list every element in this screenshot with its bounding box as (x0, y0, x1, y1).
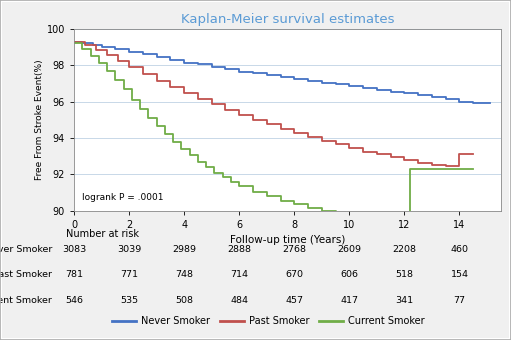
Past Smoker (154, 79, 160, 83)
Text: 2989: 2989 (172, 245, 196, 254)
Text: 714: 714 (230, 270, 248, 279)
Current Smoker (178, 140, 184, 144)
Y-axis label: Free From Stroke Event(%): Free From Stroke Event(%) (35, 59, 44, 180)
Text: Never Smoker: Never Smoker (0, 245, 52, 254)
Text: 3083: 3083 (62, 245, 86, 254)
Past Smoker (305, 135, 311, 139)
Text: Past Smoker: Past Smoker (0, 270, 52, 279)
Never Smoker (195, 61, 201, 65)
Line: Never Smoker: Never Smoker (74, 41, 490, 103)
Current Smoker (401, 221, 407, 225)
Past Smoker (71, 39, 77, 44)
Past Smoker (277, 127, 284, 131)
Text: 781: 781 (65, 270, 83, 279)
Past Smoker (470, 152, 476, 156)
Current Smoker (470, 167, 476, 171)
Text: 670: 670 (285, 270, 304, 279)
Text: 518: 518 (396, 270, 413, 279)
Title: Kaplan-Meier survival estimates: Kaplan-Meier survival estimates (181, 13, 394, 26)
Past Smoker (443, 164, 449, 168)
Past Smoker (140, 72, 146, 76)
Text: 2888: 2888 (227, 245, 251, 254)
Text: 77: 77 (453, 296, 466, 305)
Text: 457: 457 (285, 296, 304, 305)
Text: 546: 546 (65, 296, 83, 305)
Current Smoker (212, 165, 218, 169)
Current Smoker (71, 41, 77, 46)
Text: 535: 535 (120, 296, 138, 305)
Text: Number at risk: Number at risk (66, 228, 139, 239)
Text: 771: 771 (120, 270, 138, 279)
X-axis label: Follow-up time (Years): Follow-up time (Years) (230, 235, 345, 245)
Never Smoker (277, 73, 284, 77)
Never Smoker (360, 84, 366, 88)
Line: Current Smoker: Current Smoker (74, 44, 473, 223)
Text: Current Smoker: Current Smoker (0, 296, 52, 305)
Text: 417: 417 (340, 296, 358, 305)
Text: 3039: 3039 (117, 245, 141, 254)
Current Smoker (250, 190, 256, 194)
Text: 460: 460 (451, 245, 469, 254)
Never Smoker (264, 71, 270, 75)
Never Smoker (486, 101, 493, 105)
Current Smoker (137, 98, 143, 102)
Current Smoker (203, 160, 210, 164)
Never Smoker (71, 39, 77, 44)
Text: 154: 154 (451, 270, 469, 279)
Past Smoker (415, 160, 421, 165)
Text: 2208: 2208 (392, 245, 416, 254)
Past Smoker (208, 97, 215, 101)
Never Smoker (181, 58, 187, 62)
Never Smoker (470, 101, 476, 105)
Text: 606: 606 (340, 270, 358, 279)
Text: logrank P = .0001: logrank P = .0001 (82, 193, 164, 202)
Text: 2609: 2609 (337, 245, 361, 254)
Text: 508: 508 (175, 296, 193, 305)
Text: 2768: 2768 (282, 245, 306, 254)
Text: 748: 748 (175, 270, 193, 279)
Line: Past Smoker: Past Smoker (74, 41, 473, 166)
Text: 484: 484 (230, 296, 248, 305)
Never Smoker (486, 101, 493, 105)
Legend: Never Smoker, Past Smoker, Current Smoker: Never Smoker, Past Smoker, Current Smoke… (108, 312, 429, 330)
Current Smoker (178, 147, 184, 151)
Text: 341: 341 (396, 296, 413, 305)
